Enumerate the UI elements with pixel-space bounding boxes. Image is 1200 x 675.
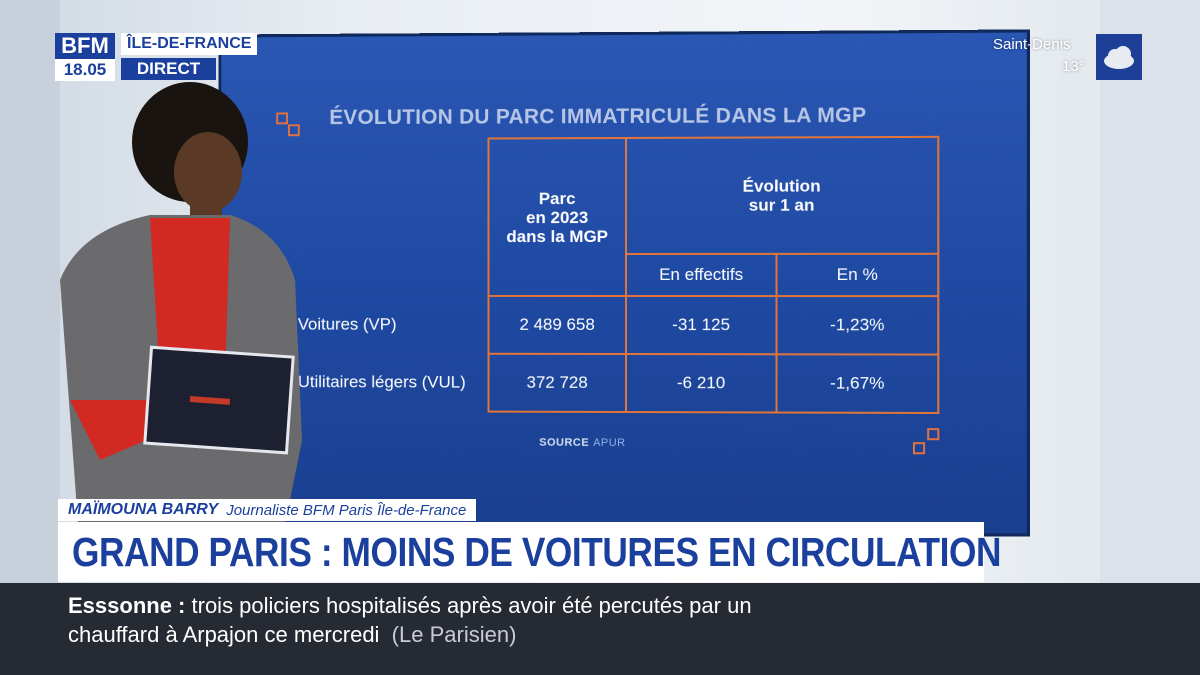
speaker-name-bar: MAÏMOUNA BARRY Journaliste BFM Paris Île…: [58, 499, 476, 521]
source-credit: SOURCE APUR: [539, 437, 625, 449]
cell-percent: -1,67%: [777, 354, 939, 413]
ticker-source: (Le Parisien): [392, 622, 517, 647]
cell-percent: -1,23%: [777, 296, 939, 355]
subheader-percent: En %: [777, 254, 939, 296]
cloud-icon: [1096, 34, 1142, 80]
header-evolution: Évolution sur 1 an: [626, 137, 938, 254]
clock: 18.05: [55, 59, 115, 81]
cell-effectifs: -31 125: [626, 296, 777, 354]
ticker-line-2: chauffard à Arpajon ce mercredi (Le Pari…: [68, 622, 516, 648]
channel-logo: BFM 18.05: [55, 33, 115, 81]
ticker-keyword: Esssonne: [68, 593, 172, 618]
speaker-name: MAÏMOUNA BARRY: [58, 501, 226, 519]
cell-effectifs: -6 210: [626, 354, 777, 412]
studio-wall-right: [1100, 0, 1200, 675]
info-screen: ÉVOLUTION DU PARC IMMATRICULÉ DANS LA MG…: [218, 29, 1030, 536]
headline-banner: GRAND PARIS : MOINS DE VOITURES EN CIRCU…: [58, 522, 984, 582]
subheader-effectifs: En effectifs: [626, 254, 777, 296]
header-park: Parc en 2023 dans la MGP: [489, 138, 626, 296]
table-row: Voitures (VP) 2 489 658 -31 125 -1,23%: [290, 296, 938, 355]
region-label: ÎLE-DE-FRANCE: [121, 33, 257, 55]
screen-title: ÉVOLUTION DU PARC IMMATRICULÉ DANS LA MG…: [329, 104, 866, 130]
weather-temperature: 13°: [1062, 58, 1085, 75]
vehicle-fleet-table: Parc en 2023 dans la MGP Évolution sur 1…: [290, 136, 939, 414]
speaker-role: Journaliste BFM Paris Île-de-France: [226, 502, 476, 519]
weather-city: Saint-Denis: [993, 36, 1071, 53]
live-badge: DIRECT: [121, 58, 216, 80]
corner-decoration-bottom: [913, 428, 943, 458]
cell-park: 2 489 658: [489, 296, 626, 354]
cell-park: 372 728: [489, 354, 626, 412]
ticker-line-1: Esssonne : trois policiers hospitalisés …: [68, 593, 752, 619]
headline-text: GRAND PARIS : MOINS DE VOITURES EN CIRCU…: [72, 528, 1001, 576]
presenter: [40, 80, 320, 550]
news-ticker: Esssonne : trois policiers hospitalisés …: [0, 583, 1200, 675]
logo-text: BFM: [55, 33, 115, 59]
table-row: Utilitaires légers (VUL) 372 728 -6 210 …: [290, 353, 938, 413]
